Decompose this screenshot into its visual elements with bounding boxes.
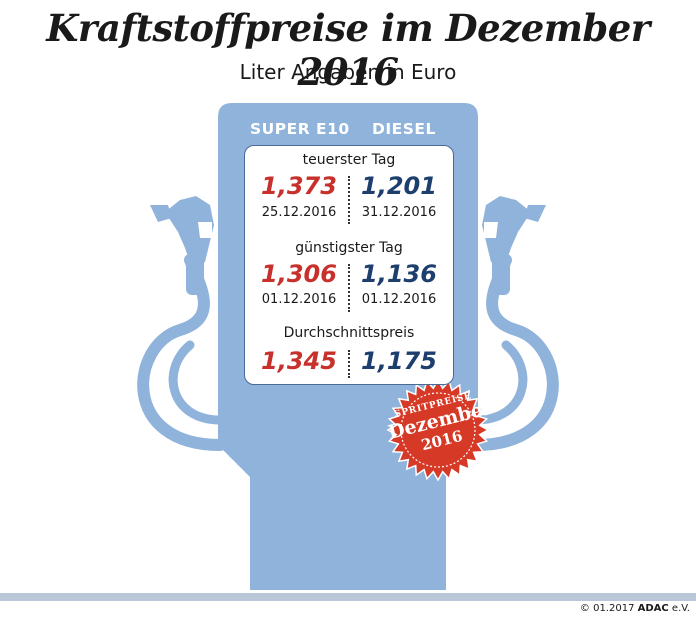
- column-header-super: SUPER E10: [250, 120, 350, 138]
- price-super-lowest: 1,306: [261, 260, 337, 288]
- price-super-highest: 1,373: [261, 172, 337, 200]
- page-title: Kraftstoffpreise im Dezember 2016: [46, 6, 650, 94]
- section-label-average: Durchschnittspreis: [283, 325, 415, 341]
- footer-copyright: © 01.2017: [579, 603, 635, 614]
- date-super-lowest: 01.12.2016: [261, 292, 337, 307]
- date-super-highest: 25.12.2016: [261, 205, 337, 220]
- fuel-nozzle-right-icon: [482, 196, 546, 295]
- column-divider: [348, 350, 350, 378]
- section-label-highest: teuerster Tag: [302, 152, 396, 168]
- footer-brand-suffix: e.V.: [668, 603, 690, 614]
- section-label-lowest: günstigster Tag: [295, 240, 403, 256]
- date-diesel-lowest: 01.12.2016: [361, 292, 437, 307]
- price-diesel-lowest: 1,136: [361, 260, 437, 288]
- date-diesel-highest: 31.12.2016: [361, 205, 437, 220]
- bottom-bar: [0, 593, 696, 601]
- fuel-nozzle-left-icon: [150, 196, 214, 295]
- column-divider: [348, 176, 350, 224]
- footer-credit: © 01.2017 ADAC e.V.: [580, 603, 690, 614]
- price-diesel-average: 1,175: [361, 347, 437, 375]
- footer-brand: ADAC: [637, 603, 669, 614]
- column-header-diesel: DIESEL: [372, 120, 436, 138]
- price-super-average: 1,345: [261, 347, 337, 375]
- price-diesel-highest: 1,201: [361, 172, 437, 200]
- starburst-badge-icon: [386, 378, 490, 482]
- column-divider: [348, 264, 350, 312]
- page-subtitle: Liter Angaben in Euro: [239, 60, 457, 84]
